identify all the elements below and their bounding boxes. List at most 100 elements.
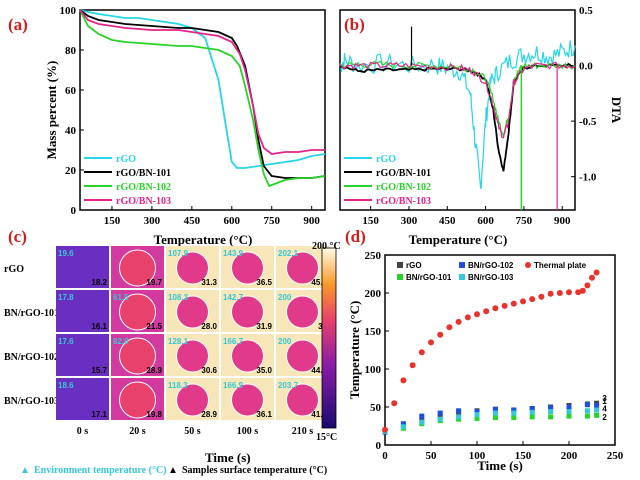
surface-value: 35.0 [256,366,272,375]
panel-a-legend-label: rGO/BN-102 [116,182,171,193]
panel-d-point-BN/rGO-103 [529,409,535,415]
panel-d-ytick-label: 100 [365,364,382,376]
legend-marker [397,262,403,268]
legend-marker [459,262,465,268]
panel-b-line-rGO/BN-101 [339,62,576,172]
panel-c-row-label: BN/rGO-101 [4,308,59,319]
panel-d-legend-label: Thermal plate [534,261,587,270]
panel-d-point-BN/rGO-102 [474,409,480,415]
panel-a-xtick-label: 150 [104,215,121,227]
legend-marker [525,262,531,268]
thermal-plate-point [464,314,471,321]
surface-value: 36.1 [256,410,272,419]
thermal-plate-point [501,302,508,309]
panel-d-point-BN/rGO-102 [529,406,535,412]
panel-d-legend-label: BN/rGO-103 [468,273,514,282]
surface-value: 45.6 [311,278,327,287]
panel-a-ytick-label: 0 [71,205,77,217]
thermal-sample [286,339,319,373]
panel-d-point-BN/rGO-103 [584,408,590,414]
thermal-plate-point [538,293,545,300]
thermal-sample [176,251,209,285]
panel-b-lines [339,26,576,210]
surface-value: 41.1 [311,410,327,419]
thermal-plate-point [529,296,536,303]
panel-a-ticks: 150 300 450 600 750 900 0 20 40 60 80 100 [60,5,321,227]
panel-d-ytick-label: 250 [365,250,382,262]
panel-d-point-BN/rGO-101 [511,415,517,421]
thermal-plate-point [579,287,586,294]
env-value: 19.6 [58,249,74,258]
thermal-sample [231,339,264,373]
surface-value: 28.9 [146,366,162,375]
panel-c-time-label: 100 s [237,426,259,437]
surf-note: Samples surface temperature (°C) [182,465,327,476]
env-value: 118.3 [168,381,188,390]
panel-d-point-BN/rGO-102 [456,408,462,414]
panel-b-xtick-label: 750 [516,215,533,227]
env-value: 202.1 [278,249,299,258]
panel-d-xtick-label: 200 [561,450,578,462]
surface-value: 19.8 [146,410,162,419]
thermal-plate-point [589,274,595,281]
panel-d-point-BN/rGO-101 [474,415,480,421]
thermal-plate-point [520,298,526,305]
thermal-plate-point [409,362,416,369]
panel-c-xaxis: Time (s) [205,450,251,465]
thermal-plate-point [566,289,572,296]
panel-a-frame [79,9,326,211]
thermal-plate-point [492,305,499,312]
panel-b-xtick-label: 600 [477,215,494,227]
env-value: 108.3 [168,293,189,302]
panel-b-line-rGO [339,40,576,190]
thermal-sample [176,295,209,329]
panel-d-point-BN/rGO-102 [437,410,443,416]
panel-a-line-rGO/BN-102 [79,9,326,188]
surface-value: 44.4 [311,366,327,375]
panel-a-xtick-label: 600 [224,215,241,227]
thermal-plate-point [418,349,425,356]
thermal-plate-point [446,324,453,331]
panel-a-xtick-label: 750 [263,215,280,227]
env-value: 61.5 [113,293,129,302]
thermal-plate-point [483,308,490,315]
env-value: 203.7 [278,381,299,390]
thermal-plate-point [547,290,554,297]
panel-d-xlabel: Time (s) [477,458,523,473]
env-value: 142.7 [223,293,244,302]
thermal-sample [286,295,319,329]
env-value: 166.7 [223,337,244,346]
panel-d-legend-label: rGO [406,261,422,270]
thermal-plate-point [428,339,434,346]
surface-value: 28.0 [201,322,217,331]
thermal-sample [231,251,264,285]
panel-b-xlabel: Temperature (°C) [409,232,508,247]
panel-b-legend-label: rGO/BN-101 [376,168,431,179]
panel-d-ylabel: Temperature (°C) [347,301,362,400]
panel-c-time-label: 210 s [292,426,314,437]
panel-d-ytick-label: 200 [365,288,382,300]
panel-d-point-BN/rGO-103 [474,412,480,418]
thermal-plate-point [391,400,398,407]
panel-d-legend-label: BN/rGO-102 [468,261,514,270]
panel-d-point-BN/rGO-102 [492,406,498,412]
panel-d-point-BN/rGO-103 [492,410,498,416]
panel-d-point-BN/rGO-103 [548,409,554,415]
curve-tag: 4 [602,405,607,414]
panel-d-xtick-label: 50 [426,450,438,462]
panel-b-ytick-label: -0.5 [579,116,597,128]
thermal-cell [56,378,109,420]
panel-a-xtick-label: 900 [303,215,320,227]
panel-d-frame [384,254,616,446]
panel-c-time-label: 0 s [77,426,89,437]
panel-c-label: (c) [8,227,27,246]
surface-value: 16.1 [91,322,107,331]
thermal-plate-point [510,300,517,307]
thermal-plate-point [400,377,407,384]
panel-d-point-BN/rGO-103 [437,416,443,422]
panel-a-lines [79,9,326,188]
panel-d-xtick-label: 100 [469,450,486,462]
panel-d-point-BN/rGO-101 [566,413,572,419]
panel-c-row-label: BN/rGO-103 [4,396,59,407]
